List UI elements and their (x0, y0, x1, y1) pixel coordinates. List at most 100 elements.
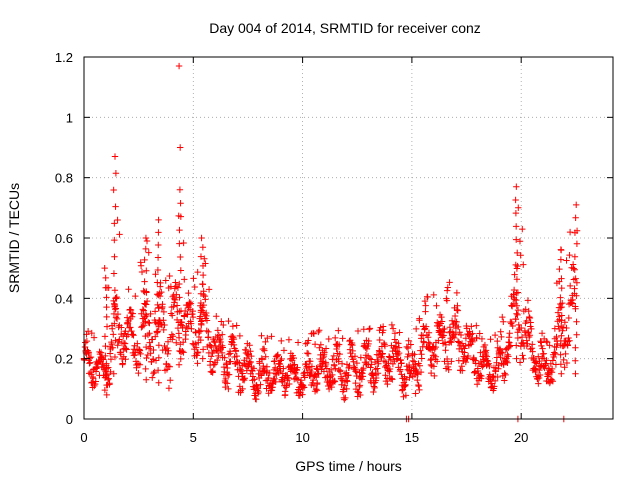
data-point (536, 366, 543, 374)
data-point (424, 293, 431, 301)
data-point (264, 334, 271, 342)
data-point (176, 280, 183, 288)
data-point (248, 352, 255, 360)
data-point (103, 313, 110, 321)
data-point (435, 337, 442, 344)
data-point (253, 396, 260, 403)
data-point (448, 317, 456, 324)
data-point (258, 372, 265, 379)
data-point (141, 256, 148, 264)
data-point (315, 370, 322, 377)
data-point (521, 327, 529, 335)
data-point (250, 365, 258, 372)
data-point (175, 361, 183, 368)
data-point (370, 388, 377, 396)
data-point (512, 223, 520, 230)
data-point (450, 334, 458, 342)
data-point (384, 380, 391, 388)
data-point (496, 345, 504, 353)
data-point (513, 302, 521, 309)
data-point (197, 299, 205, 307)
data-point (421, 297, 429, 305)
data-point (424, 334, 432, 341)
data-point (464, 352, 472, 360)
data-point (201, 255, 208, 262)
data-point (397, 366, 404, 373)
data-point (501, 370, 508, 377)
data-point (152, 357, 160, 364)
data-point (249, 373, 257, 380)
data-point (514, 334, 522, 342)
data-point (177, 199, 184, 207)
data-point (233, 322, 240, 329)
data-point (573, 227, 581, 235)
data-point (136, 347, 144, 354)
data-point (165, 384, 173, 392)
data-point (103, 294, 110, 301)
data-point (150, 356, 157, 363)
data-point (135, 369, 142, 377)
data-point (217, 338, 224, 346)
data-point (556, 265, 563, 273)
data-point (457, 331, 465, 339)
y-tick-label: 1.2 (55, 50, 73, 65)
data-point (529, 348, 536, 355)
data-point (571, 253, 579, 260)
data-point (539, 345, 546, 352)
data-point (399, 386, 406, 393)
data-point (113, 293, 120, 301)
data-point (149, 336, 156, 343)
data-point (112, 314, 120, 321)
data-point (442, 341, 450, 348)
data-point (515, 204, 522, 211)
data-point (310, 382, 318, 389)
data-point (418, 355, 425, 362)
data-point (213, 347, 220, 354)
data-point (101, 386, 109, 394)
data-point (563, 359, 571, 367)
data-point (211, 339, 218, 346)
data-point (227, 358, 234, 365)
data-point (478, 372, 485, 380)
data-point (141, 278, 148, 285)
data-point (402, 381, 409, 388)
data-point (549, 378, 557, 385)
data-point (196, 328, 203, 335)
data-point (468, 323, 475, 330)
data-point (557, 294, 564, 301)
data-point (139, 306, 147, 313)
data-point (166, 363, 173, 370)
data-point (517, 252, 524, 259)
data-point (379, 350, 386, 357)
data-point (561, 364, 568, 371)
data-point (459, 367, 466, 374)
data-point (137, 350, 144, 358)
data-point (337, 367, 344, 374)
data-point (370, 383, 378, 390)
data-point (311, 341, 319, 348)
data-point (402, 376, 410, 384)
data-point (140, 322, 148, 329)
data-point (182, 328, 189, 335)
data-point (448, 339, 455, 346)
data-point (176, 144, 184, 151)
data-point (511, 271, 518, 278)
data-point (111, 253, 118, 260)
data-point (103, 323, 111, 330)
data-point (177, 267, 185, 274)
data-point (331, 377, 338, 385)
data-point (176, 294, 183, 301)
data-point (194, 348, 202, 356)
data-point (277, 357, 284, 364)
data-point (314, 379, 321, 387)
data-point (369, 372, 376, 379)
data-point (257, 381, 264, 388)
data-point (558, 275, 565, 282)
data-point (154, 254, 162, 261)
data-point (573, 201, 580, 209)
data-point (159, 301, 166, 308)
grid (84, 57, 613, 419)
data-point (189, 307, 197, 315)
data-point (547, 360, 555, 367)
data-point (96, 350, 104, 358)
